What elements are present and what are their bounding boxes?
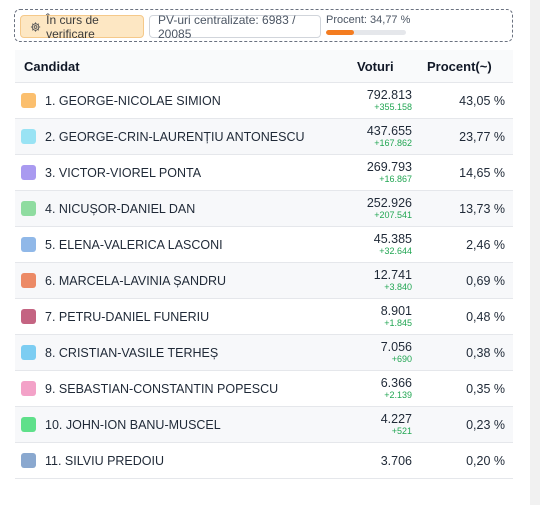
vote-count: 7.056 bbox=[380, 340, 412, 354]
candidate-color-swatch bbox=[21, 381, 36, 396]
vote-cell: 45.385 +32.644 bbox=[374, 232, 412, 256]
procent-progress-fill bbox=[326, 30, 354, 35]
scrollbar[interactable] bbox=[530, 0, 540, 505]
table-row[interactable]: 1. GEORGE-NICOLAE SIMION 792.813 +355.158 4… bbox=[15, 83, 513, 119]
candidate-name: 2. GEORGE-CRIN-LAURENȚIU ANTONESCU bbox=[45, 130, 305, 144]
vote-cell: 792.813 +355.158 bbox=[367, 88, 412, 112]
vote-delta: +521 bbox=[391, 426, 412, 436]
candidate-color-swatch bbox=[21, 93, 36, 108]
table-header: Candidat Voturi Procent(~) bbox=[15, 50, 513, 83]
header-percent: Procent(~) bbox=[427, 58, 492, 74]
candidate-name: 1. GEORGE-NICOLAE SIMION bbox=[45, 94, 221, 108]
header-candidate: Candidat bbox=[24, 58, 80, 74]
candidate-name: 8. CRISTIAN-VASILE TERHEȘ bbox=[45, 346, 219, 360]
vote-cell: 4.227 +521 bbox=[381, 412, 412, 436]
table-row[interactable]: 10. JOHN-ION BANU-MUSCEL 4.227 +521 0,23 % bbox=[15, 407, 513, 443]
status-bar: În curs de verificare PV-uri centralizat… bbox=[14, 9, 513, 42]
vote-cell: 8.901 +1.845 bbox=[381, 304, 412, 328]
table-body: 1. GEORGE-NICOLAE SIMION 792.813 +355.158 4… bbox=[15, 83, 513, 479]
table-row[interactable]: 7. PETRU-DANIEL FUNERIU 8.901 +1.845 0,48 % bbox=[15, 299, 513, 335]
table-row[interactable]: 3. VICTOR-VIOREL PONTA 269.793 +16.867 14,6… bbox=[15, 155, 513, 191]
verification-status-label: În curs de verificare bbox=[46, 12, 99, 41]
vote-count: 8.901 bbox=[380, 304, 412, 318]
vote-delta: +355.158 bbox=[374, 102, 412, 112]
verification-status-button[interactable]: În curs de verificare bbox=[20, 12, 144, 41]
vote-delta: +32.644 bbox=[379, 246, 412, 256]
candidate-name: 5. ELENA-VALERICA LASCONI bbox=[45, 238, 223, 252]
vote-cell: 6.366 +2.139 bbox=[381, 376, 412, 400]
candidate-color-swatch bbox=[21, 273, 36, 288]
vote-percent: 0,23 % bbox=[466, 418, 505, 432]
candidate-name: 10. JOHN-ION BANU-MUSCEL bbox=[45, 418, 221, 432]
vote-cell: 3.706 bbox=[381, 454, 412, 468]
table-row[interactable]: 9. SEBASTIAN-CONSTANTIN POPESCU 6.366 +2.1… bbox=[15, 371, 513, 407]
candidate-color-swatch bbox=[21, 237, 36, 252]
vote-count: 3.706 bbox=[380, 454, 412, 468]
vote-delta: +1.845 bbox=[384, 318, 412, 328]
vote-count: 252.926 bbox=[366, 196, 412, 210]
vote-percent: 0,35 % bbox=[466, 382, 505, 396]
procent-indicator: Procent: 34,77 % bbox=[326, 15, 412, 38]
gear-icon bbox=[30, 21, 41, 32]
candidate-name: 9. SEBASTIAN-CONSTANTIN POPESCU bbox=[45, 382, 279, 396]
candidate-color-swatch bbox=[21, 129, 36, 144]
table-row[interactable]: 11. SILVIU PREDOIU 3.706 0,20 % bbox=[15, 443, 513, 479]
vote-percent: 13,73 % bbox=[459, 202, 505, 216]
vote-percent: 14,65 % bbox=[459, 166, 505, 180]
vote-percent: 43,05 % bbox=[459, 94, 505, 108]
candidate-color-swatch bbox=[21, 345, 36, 360]
pv-count-label: PV-uri centralizate: 6983 / 20085 bbox=[158, 12, 296, 41]
header-votes: Voturi bbox=[357, 58, 394, 74]
vote-count: 12.741 bbox=[373, 268, 412, 282]
vote-cell: 437.655 +167.862 bbox=[367, 124, 412, 148]
vote-percent: 0,38 % bbox=[466, 346, 505, 360]
candidate-color-swatch bbox=[21, 417, 36, 432]
candidate-name: 7. PETRU-DANIEL FUNERIU bbox=[45, 310, 210, 324]
candidate-name: 6. MARCELA-LAVINIA ȘANDRU bbox=[45, 274, 227, 288]
results-table: Candidat Voturi Procent(~) 1. GEORGE-NIC… bbox=[15, 50, 513, 479]
vote-count: 45.385 bbox=[373, 232, 412, 246]
procent-progress-track bbox=[326, 30, 406, 35]
vote-delta: +3.840 bbox=[384, 282, 412, 292]
candidate-name: 4. NICUȘOR-DANIEL DAN bbox=[45, 202, 196, 216]
table-row[interactable]: 4. NICUȘOR-DANIEL DAN 252.926 +207.541 13,7… bbox=[15, 191, 513, 227]
candidate-color-swatch bbox=[21, 309, 36, 324]
vote-percent: 0,69 % bbox=[466, 274, 505, 288]
vote-count: 437.655 bbox=[366, 124, 412, 138]
pv-count: PV-uri centralizate: 6983 / 20085 bbox=[149, 12, 321, 41]
vote-count: 792.813 bbox=[366, 88, 412, 102]
table-row[interactable]: 8. CRISTIAN-VASILE TERHEȘ 7.056 +690 0,38 % bbox=[15, 335, 513, 371]
vote-count: 269.793 bbox=[366, 160, 412, 174]
vote-delta: +207.541 bbox=[374, 210, 412, 220]
vote-percent: 2,46 % bbox=[466, 238, 505, 252]
vote-delta: +16.867 bbox=[379, 174, 412, 184]
vote-cell: 252.926 +207.541 bbox=[367, 196, 412, 220]
vote-count: 6.366 bbox=[380, 376, 412, 390]
table-row[interactable]: 6. MARCELA-LAVINIA ȘANDRU 12.741 +3.840 0,6… bbox=[15, 263, 513, 299]
vote-percent: 0,48 % bbox=[466, 310, 505, 324]
candidate-color-swatch bbox=[21, 201, 36, 216]
candidate-color-swatch bbox=[21, 453, 36, 468]
table-row[interactable]: 5. ELENA-VALERICA LASCONI 45.385 +32.644 2,… bbox=[15, 227, 513, 263]
vote-delta: +2.139 bbox=[384, 390, 412, 400]
vote-delta: +167.862 bbox=[374, 138, 412, 148]
vote-cell: 7.056 +690 bbox=[381, 340, 412, 364]
procent-label: Procent: 34,77 % bbox=[326, 14, 411, 26]
vote-cell: 12.741 +3.840 bbox=[374, 268, 412, 292]
vote-count: 4.227 bbox=[380, 412, 412, 426]
vote-cell: 269.793 +16.867 bbox=[367, 160, 412, 184]
candidate-name: 3. VICTOR-VIOREL PONTA bbox=[45, 166, 202, 180]
vote-percent: 23,77 % bbox=[459, 130, 505, 144]
vote-percent: 0,20 % bbox=[466, 454, 505, 468]
table-row[interactable]: 2. GEORGE-CRIN-LAURENȚIU ANTONESCU 437.65… bbox=[15, 119, 513, 155]
candidate-color-swatch bbox=[21, 165, 36, 180]
vote-delta: +690 bbox=[391, 354, 412, 364]
candidate-name: 11. SILVIU PREDOIU bbox=[45, 454, 165, 468]
